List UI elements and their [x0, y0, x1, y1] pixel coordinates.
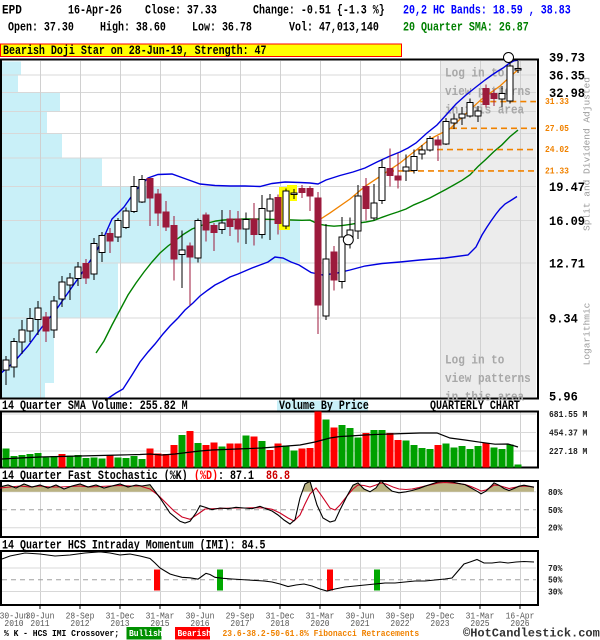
svg-text:20,2 HC Bands: 18.59 , 38.83: 20,2 HC Bands: 18.59 , 38.83	[403, 5, 571, 18]
svg-text:30-Sep: 30-Sep	[386, 611, 415, 621]
svg-text:Bearish: Bearish	[178, 628, 212, 639]
svg-text:14 Quarter SMA Volume: 255.82: 14 Quarter SMA Volume: 255.82 M	[2, 400, 188, 413]
svg-text:Bullish: Bullish	[129, 628, 163, 639]
svg-text:31-Mar: 31-Mar	[146, 611, 175, 621]
svg-text:32.98: 32.98	[549, 86, 585, 101]
svg-text:30-Jun: 30-Jun	[346, 611, 375, 621]
svg-text:12.71: 12.71	[549, 257, 585, 272]
svg-text:% K - HCS IMI Crossover;: % K - HCS IMI Crossover;	[4, 628, 119, 639]
svg-text:in this area: in this area	[445, 103, 524, 118]
svg-text:30-Jun: 30-Jun	[0, 611, 28, 621]
svg-text:2022: 2022	[390, 619, 409, 629]
svg-text:27.05: 27.05	[545, 123, 569, 133]
svg-text:16-Apr: 16-Apr	[506, 611, 535, 621]
svg-text:23.6-38.2-50-61.8% Fibonacci R: 23.6-38.2-50-61.8% Fibonacci Retracement…	[223, 628, 420, 639]
svg-text:2026: 2026	[510, 619, 529, 629]
svg-text:Open: 37.30: Open: 37.30	[8, 22, 74, 35]
svg-text:Vol: 47,013,140: Vol: 47,013,140	[289, 22, 379, 35]
svg-text:Change: -0.51 {-1.3 %}: Change: -0.51 {-1.3 %}	[253, 5, 385, 18]
svg-text:EPD: EPD	[2, 3, 22, 18]
svg-text:2016: 2016	[190, 619, 209, 629]
svg-text:14 Quarter HCS Intraday Moment: 14 Quarter HCS Intraday Momentum (IMI): …	[2, 540, 266, 553]
svg-text:2011: 2011	[30, 619, 49, 629]
svg-text:30-Jun: 30-Jun	[26, 611, 55, 621]
svg-text:21.33: 21.33	[545, 166, 569, 176]
svg-text:2021: 2021	[350, 619, 369, 629]
svg-text:28-Sep: 28-Sep	[66, 611, 95, 621]
svg-text:2025: 2025	[470, 619, 489, 629]
svg-text:Bearish Doji Star on 28-Jun-19: Bearish Doji Star on 28-Jun-19, Strength…	[3, 45, 267, 58]
svg-text:2015: 2015	[150, 619, 169, 629]
svg-text:2018: 2018	[270, 619, 289, 629]
svg-text:80%: 80%	[548, 487, 563, 497]
svg-text:50%: 50%	[548, 505, 563, 515]
svg-text:31.33: 31.33	[545, 97, 569, 107]
svg-text:31-Dec: 31-Dec	[266, 611, 295, 621]
svg-text:9.34: 9.34	[549, 312, 578, 327]
svg-text:Split and Dividend Adjusted: Split and Dividend Adjusted	[582, 77, 593, 231]
svg-text:2020: 2020	[310, 619, 329, 629]
svg-text:20%: 20%	[548, 523, 563, 533]
svg-text:16-Apr-26: 16-Apr-26	[68, 5, 122, 18]
svg-text:5.96: 5.96	[549, 390, 578, 405]
svg-text:20 Quarter SMA: 26.87: 20 Quarter SMA: 26.87	[403, 22, 529, 35]
svg-text:31-Dec: 31-Dec	[106, 611, 135, 621]
svg-text:2017: 2017	[230, 619, 249, 629]
svg-text:29-Sep: 29-Sep	[226, 611, 255, 621]
svg-text:Close: 37.33: Close: 37.33	[145, 5, 217, 18]
svg-text:19.47: 19.47	[549, 181, 585, 196]
svg-text:16.09: 16.09	[549, 215, 585, 230]
svg-text:High: 38.60: High: 38.60	[100, 22, 166, 35]
svg-text:30%: 30%	[548, 587, 563, 597]
svg-text:Low: 36.78: Low: 36.78	[192, 22, 252, 35]
svg-text:Logarithmic: Logarithmic	[582, 302, 593, 365]
svg-text:681.55 M: 681.55 M	[549, 410, 587, 420]
svg-text:2010: 2010	[4, 619, 23, 629]
svg-text:29-Dec: 29-Dec	[426, 611, 455, 621]
svg-text:70%: 70%	[548, 564, 563, 574]
svg-text:2013: 2013	[110, 619, 129, 629]
svg-text:50%: 50%	[548, 575, 563, 585]
svg-text:in this area: in this area	[445, 390, 524, 405]
svg-text:31-Mar: 31-Mar	[306, 611, 335, 621]
svg-text:227.18 M: 227.18 M	[549, 447, 587, 457]
svg-text:2012: 2012	[70, 619, 89, 629]
svg-text:31-Mar: 31-Mar	[466, 611, 495, 621]
svg-text:24.02: 24.02	[545, 145, 569, 155]
svg-text:454.37 M: 454.37 M	[549, 428, 587, 438]
svg-text:view patterns: view patterns	[445, 371, 531, 386]
svg-text:39.73: 39.73	[549, 51, 585, 66]
svg-text:QUARTERLY CHART: QUARTERLY CHART	[430, 400, 520, 413]
svg-text:©HotCandlestick.com: ©HotCandlestick.com	[463, 627, 600, 640]
svg-text:2023: 2023	[430, 619, 449, 629]
svg-text:Volume By Price: Volume By Price	[279, 400, 369, 413]
svg-text:36.35: 36.35	[549, 69, 585, 84]
svg-text:Log in to: Log in to	[445, 353, 504, 368]
svg-text:30-Jun: 30-Jun	[186, 611, 215, 621]
